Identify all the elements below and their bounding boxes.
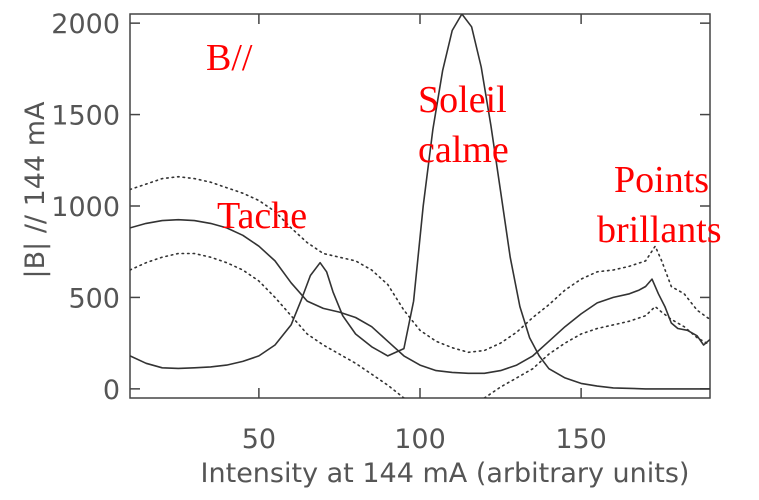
y-axis: 0 500 1000 1500 2000	[51, 9, 710, 406]
y-tick-label: 2000	[51, 9, 120, 40]
annotation-points: Points	[614, 159, 709, 201]
y-axis-title: |B| // 144 mA	[20, 101, 51, 278]
annotation-calme: calme	[418, 129, 509, 171]
y-tick-label: 500	[68, 283, 120, 314]
annotation-brillants: brillants	[597, 209, 722, 251]
annotation-b-parallel: B//	[206, 37, 253, 79]
y-tick-label: 1000	[51, 192, 120, 223]
y-tick-label: 0	[103, 375, 120, 406]
y-tick-label: 1500	[51, 101, 120, 132]
x-tick-label: 150	[555, 424, 607, 455]
series-line-1	[130, 218, 710, 375]
annotation-soleil: Soleil	[418, 79, 507, 121]
x-tick-label: 50	[242, 424, 276, 455]
series-line-2	[130, 14, 710, 390]
x-axis: 50 100 150	[242, 14, 607, 455]
x-axis-title: Intensity at 144 mA (arbitrary units)	[201, 458, 690, 489]
annotation-tache: Tache	[217, 195, 307, 237]
series-line-3	[130, 175, 710, 354]
series-line-4	[130, 252, 405, 398]
x-tick-label: 100	[394, 424, 446, 455]
series-line-5	[483, 305, 710, 398]
series-layer	[130, 14, 710, 398]
